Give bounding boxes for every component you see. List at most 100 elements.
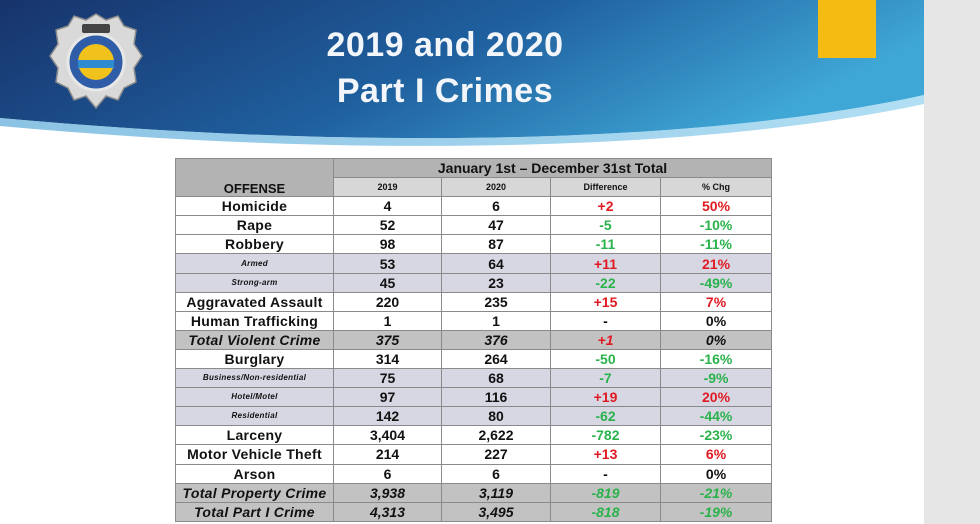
value-2019-cell: 4,313 [333,501,442,522]
table-row: Residential 142 80 -62 -44% [175,406,773,427]
table-row: Robbery 98 87 -11 -11% [175,234,773,255]
column-header-2020: 2020 [441,177,551,198]
value-2020-cell: 23 [441,272,551,293]
police-badge-icon [48,10,144,114]
yellow-accent-square [818,0,876,58]
table-row: Larceny 3,404 2,622 -782 -23% [175,425,773,446]
difference-cell: -818 [550,501,661,522]
offense-cell: Arson [175,463,334,484]
table-row: Total Part I Crime 4,313 3,495 -818 -19% [175,501,773,522]
column-header-2019: 2019 [333,177,442,198]
difference-cell: - [550,463,661,484]
table-row: Armed 53 64 +11 21% [175,253,773,274]
value-2019-cell: 3,938 [333,482,442,503]
value-2020-cell: 1 [441,310,551,331]
value-2019-cell: 3,404 [333,425,442,446]
table-row: Aggravated Assault 220 235 +15 7% [175,291,773,312]
pct-chg-cell: -19% [659,501,773,522]
pct-chg-cell: 0% [659,310,773,331]
difference-cell: -22 [550,272,661,293]
offense-cell: Burglary [175,348,334,370]
value-2020-cell: 2,622 [441,425,551,446]
difference-cell: +1 [550,329,661,350]
offense-cell: Total Property Crime [175,482,334,503]
value-2019-cell: 142 [333,406,442,427]
pct-chg-cell: -16% [659,348,773,370]
table-row: Arson 6 6-0% [175,463,773,484]
difference-cell: -819 [550,482,661,503]
table-row: Business/Non-residential 75 68 -7 -9% [175,368,773,389]
pct-chg-cell: 6% [659,444,773,465]
difference-cell: -7 [550,368,661,389]
table-row: Total Property Crime 3,938 3,119 -819 -21% [175,482,773,503]
value-2020-cell: 47 [441,215,551,236]
pct-chg-cell: 0% [659,463,773,484]
value-2020-cell: 227 [441,444,551,465]
value-2020-cell: 376 [441,329,551,350]
difference-cell: +15 [550,291,661,312]
difference-cell: +2 [550,196,661,217]
period-header: January 1st – December 31st Total [332,157,773,179]
value-2019-cell: 214 [333,444,442,465]
difference-cell: -782 [550,425,661,446]
table-row: Hotel/Motel 97 116 +19 20% [175,387,773,408]
value-2019-cell: 97 [333,387,442,408]
value-2019-cell: 75 [333,368,442,389]
pct-chg-cell: 0% [659,329,773,350]
offense-cell: Total Violent Crime [175,329,334,350]
value-2020-cell: 68 [441,368,551,389]
value-2020-cell: 6 [441,463,551,484]
slide-title-line1: 2019 and 2020 [326,26,564,64]
table-row: Homicide 4 6 +2 50% [175,196,773,217]
slide: 2019 and 2020 Part I Crimes OFFENSE Janu… [0,0,924,524]
pct-chg-cell: 50% [659,196,773,217]
value-2020-cell: 3,119 [441,482,551,503]
value-2019-cell: 375 [333,329,442,350]
offense-cell: Residential [175,406,334,427]
value-2020-cell: 3,495 [441,501,551,522]
value-2020-cell: 264 [441,348,551,370]
pct-chg-cell: 20% [659,387,773,408]
difference-cell: -11 [550,234,661,255]
table-row: Burglary 314 264 -50 -16% [175,348,773,370]
offense-cell: Business/Non-residential [175,368,334,389]
pct-chg-cell: 7% [659,291,773,312]
value-2019-cell: 45 [333,272,442,293]
pct-chg-cell: -10% [659,215,773,236]
column-header-pct-chg: % Chg [659,177,773,198]
column-header-difference: Difference [550,177,661,198]
difference-cell: +13 [550,444,661,465]
difference-cell: - [550,310,661,331]
offense-cell: Hotel/Motel [175,387,334,408]
value-2020-cell: 87 [441,234,551,255]
crime-table-body: Homicide 4 6 +2 50% Rape 52 47 -5 -10% Robbery 98 87… [175,196,773,522]
window-margin [924,0,980,524]
offense-cell: Motor Vehicle Theft [175,444,334,465]
value-2019-cell: 52 [333,215,442,236]
table-row: Strong-arm 45 23 -22 -49% [175,272,773,293]
value-2020-cell: 235 [441,291,551,312]
pct-chg-cell: -49% [659,272,773,293]
value-2020-cell: 80 [441,406,551,427]
pct-chg-cell: -9% [659,368,773,389]
pct-chg-cell: 21% [659,253,773,274]
value-2019-cell: 98 [333,234,442,255]
offense-cell: Total Part I Crime [175,501,334,522]
difference-cell: +11 [550,253,661,274]
value-2019-cell: 314 [333,348,442,370]
table-row: Motor Vehicle Theft 214 227 +13 6% [175,444,773,465]
offense-cell: Aggravated Assault [175,291,334,312]
offense-cell: Robbery [175,234,334,255]
slide-title-line2: Part I Crimes [336,72,554,110]
header-banner [0,0,924,146]
offense-cell: Strong-arm [175,272,334,293]
table-row: Human Trafficking 1 1-0% [175,310,773,331]
value-2020-cell: 64 [441,253,551,274]
difference-cell: -5 [550,215,661,236]
value-2019-cell: 4 [333,196,442,217]
difference-cell: +19 [550,387,661,408]
value-2019-cell: 1 [333,310,442,331]
offense-cell: Rape [175,215,334,236]
pct-chg-cell: -23% [659,425,773,446]
value-2019-cell: 220 [333,291,442,312]
